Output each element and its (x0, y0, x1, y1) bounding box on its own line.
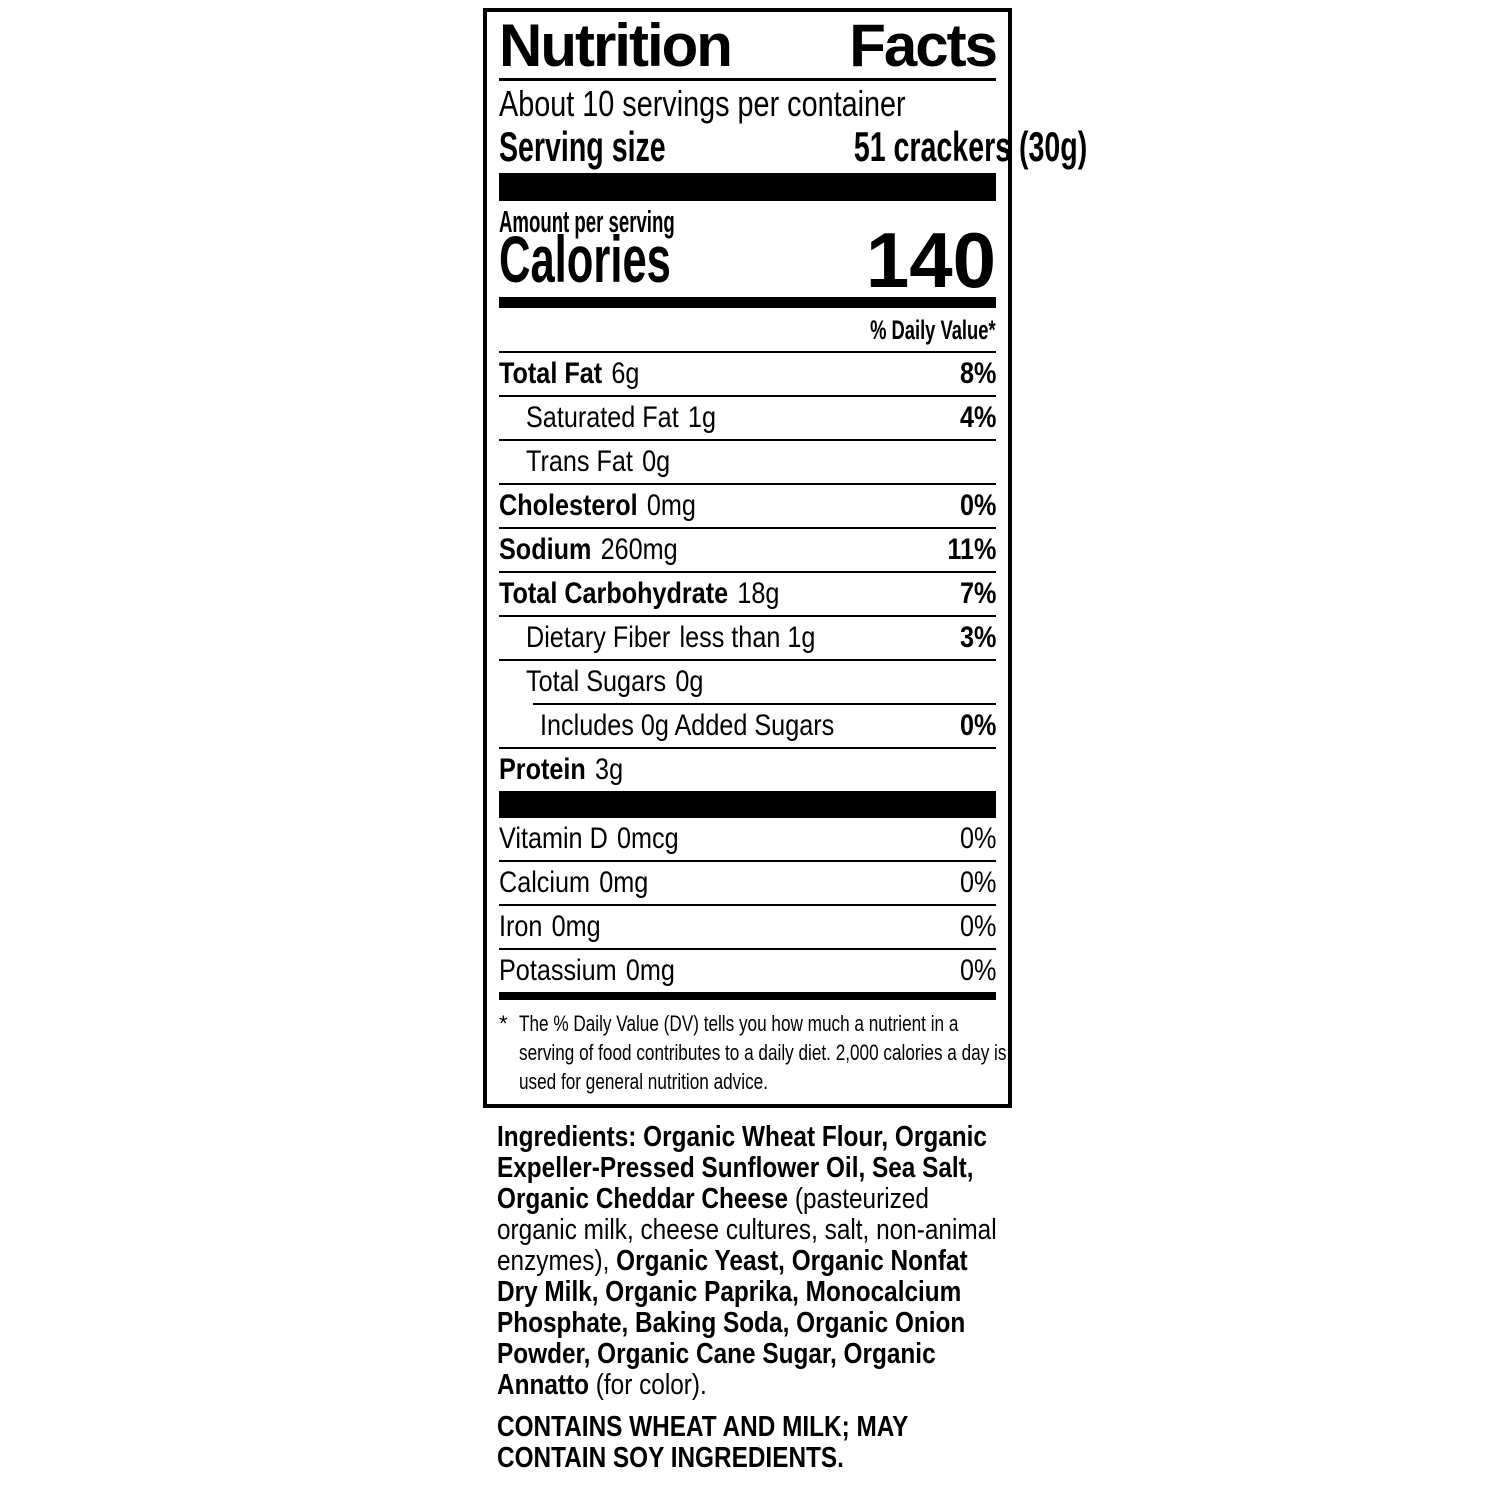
nutrient-name: Calcium 0mg (499, 866, 649, 899)
ingredients-text: Ingredients: Organic Wheat Flour, Organi… (497, 1122, 1001, 1401)
nutrient-amount: 0mg (599, 866, 649, 899)
nutrient-dv: 0% (959, 866, 996, 899)
nutrient-name: Saturated Fat 1g (526, 401, 716, 434)
nutrient-name: Total Fat 6g (499, 357, 640, 390)
nutrient-row: Dietary Fiber less than 1g 3% (499, 617, 996, 659)
nutrient-row: Calcium 0mg 0% (499, 862, 996, 904)
nutrient-amount: 6g (611, 357, 640, 390)
nutrient-row: Total Carbohydrate 18g 7% (499, 573, 996, 615)
nutrient-row: Potassium 0mg 0% (499, 950, 996, 992)
row-separator (499, 904, 996, 906)
ingredients-section: Ingredients: Organic Wheat Flour, Organi… (497, 1122, 1001, 1474)
serving-size-label: Serving size (499, 123, 666, 170)
ingredient-segment-bold: Ingredients: Organic Wheat Flour, Organi… (497, 1121, 987, 1215)
row-separator (499, 439, 996, 441)
nutrient-name: Sodium 260mg (499, 533, 678, 566)
nutrient-amount: 18g (737, 577, 780, 610)
row-separator (499, 948, 996, 950)
calories-label: Calories (499, 222, 671, 296)
ingredient-segment-bold: Organic Yeast, Organic Nonfat Dry Milk, … (497, 1245, 968, 1401)
nutrient-amount: less than 1g (679, 621, 816, 654)
footnote-text: The % Daily Value (DV) tells you how muc… (519, 1011, 1007, 1094)
nutrient-dv: 0% (959, 954, 996, 987)
footnote: * The % Daily Value (DV) tells you how m… (499, 1000, 1006, 1096)
nutrient-name: Dietary Fiber less than 1g (526, 621, 816, 654)
nutrient-name: Protein 3g (499, 753, 624, 786)
divider-bar (499, 173, 996, 201)
nutrient-row: Iron 0mg 0% (499, 906, 996, 948)
calories-value: 140 (865, 216, 996, 304)
nutrient-amount: 1g (687, 401, 716, 434)
nutrient-row: Includes 0g Added Sugars 0% (499, 705, 996, 747)
ingredient-segment-regular: (pasteurized organic milk, cheese cultur… (497, 1183, 997, 1277)
row-separator (499, 615, 996, 617)
nutrient-dv: 4% (959, 401, 996, 434)
nutrient-dv: 0% (959, 910, 996, 943)
nutrient-row: Sodium 260mg 11% (499, 529, 996, 571)
label-title: Nutrition Facts (499, 12, 998, 79)
nutrient-row: Saturated Fat 1g 4% (499, 397, 996, 439)
nutrient-amount: 0mg (646, 489, 696, 522)
nutrient-amount: 0mcg (617, 822, 679, 855)
servings-per-container: About 10 servings per container (499, 83, 906, 124)
nutrition-facts-label: Nutrition Facts About 10 servings per co… (483, 8, 1087, 1108)
nutrient-dv: 0% (959, 822, 996, 855)
daily-value-header: % Daily Value* (870, 315, 996, 345)
label-title-word1: Nutrition (499, 12, 733, 79)
nutrient-dv: 0% (959, 489, 996, 522)
nutrient-row: Total Fat 6g 8% (499, 353, 996, 395)
nutrient-amount: 0mg (551, 910, 601, 943)
nutrient-amount: 3g (595, 753, 624, 786)
nutrient-dv: 8% (959, 357, 996, 390)
row-separator (533, 703, 996, 705)
divider-bar (499, 791, 996, 818)
nutrient-dv: 3% (959, 621, 996, 654)
nutrient-row: Cholesterol 0mg 0% (499, 485, 996, 527)
micronutrient-rows: Vitamin D 0mcg 0% Calcium 0mg 0% Iron 0mg 0% Pota… (499, 818, 996, 992)
nutrient-dv: 7% (959, 577, 996, 610)
title-rule (499, 78, 996, 81)
row-separator (499, 659, 996, 661)
row-separator (499, 571, 996, 573)
nutrient-name: Total Carbohydrate 18g (499, 577, 780, 610)
nutrient-name: Trans Fat 0g (526, 445, 671, 478)
serving-size-value: 51 crackers (30g) (853, 123, 1088, 170)
nutrient-rows: Total Fat 6g 8% Saturated Fat 1g 4% Trans Fat 0… (499, 351, 996, 791)
row-separator (499, 351, 996, 353)
nutrient-amount: 260mg (600, 533, 678, 566)
serving-size-row: Serving size 51 crackers (30g) (499, 123, 1087, 170)
divider-bar (499, 992, 996, 1000)
nutrient-name: Total Sugars 0g (526, 665, 704, 698)
allergen-statement: CONTAINS WHEAT AND MILK; MAY CONTAIN SOY… (497, 1411, 908, 1474)
row-separator (499, 527, 996, 529)
ingredient-segment-regular: (for color). (595, 1369, 707, 1401)
row-separator (499, 860, 996, 862)
nutrient-amount: 0mg (625, 954, 675, 987)
footnote-marker: * (499, 1011, 508, 1036)
nutrient-name: Potassium 0mg (499, 954, 675, 987)
nutrient-row: Vitamin D 0mcg 0% (499, 818, 996, 860)
nutrient-row: Trans Fat 0g (499, 441, 996, 483)
nutrient-dv: 11% (946, 533, 996, 566)
nutrient-name: Includes 0g Added Sugars (540, 709, 835, 742)
nutrient-row: Protein 3g (499, 749, 996, 791)
row-separator (499, 483, 996, 485)
calories-section: Amount per serving Calories 140 (499, 201, 996, 304)
nutrient-row: Total Sugars 0g (499, 661, 996, 703)
amount-per-serving: Amount per serving (499, 204, 675, 239)
nutrient-amount: 0g (642, 445, 671, 478)
row-separator (499, 747, 996, 749)
label-title-word2: Facts (849, 12, 998, 79)
nutrient-amount: 0g (675, 665, 704, 698)
nutrient-name: Cholesterol 0mg (499, 489, 696, 522)
nutrient-dv: 0% (959, 709, 996, 742)
nutrient-name: Vitamin D 0mcg (499, 822, 679, 855)
nutrient-name: Iron 0mg (499, 910, 601, 943)
divider-bar (499, 297, 996, 308)
row-separator (499, 395, 996, 397)
